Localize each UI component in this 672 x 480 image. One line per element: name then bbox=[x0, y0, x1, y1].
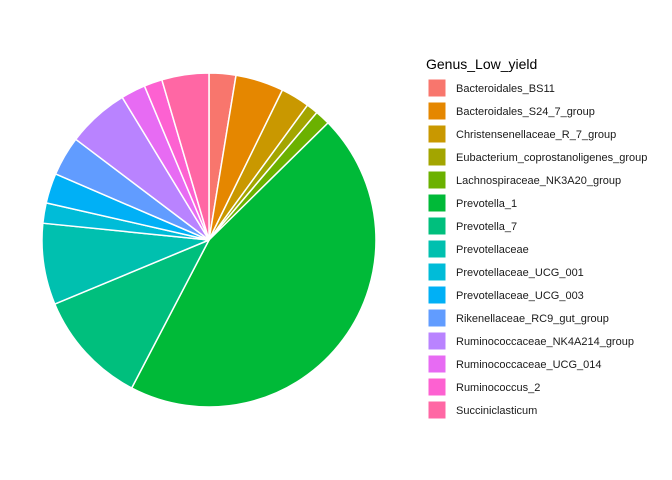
legend-swatch-ruminococcaceae-nk4a214-group bbox=[427, 331, 447, 351]
legend-label-bacteroidales-s24-7-group: Bacteroidales_S24_7_group bbox=[456, 106, 595, 118]
pie-slices bbox=[41, 72, 377, 408]
legend-swatch-prevotellaceae-ucg-001 bbox=[427, 262, 447, 282]
legend-swatch-prevotellaceae bbox=[427, 239, 447, 259]
legend-item-lachnospiraceae-nk3a20-group: Lachnospiraceae_NK3A20_group bbox=[427, 170, 621, 190]
legend-label-prevotella-7: Prevotella_7 bbox=[456, 221, 517, 233]
pie-slice-prevotella-7 bbox=[54, 239, 210, 389]
legend-swatch-ruminococcus-2 bbox=[427, 377, 447, 397]
legend-swatch-ruminococcaceae-ucg-014 bbox=[427, 354, 447, 374]
legend-item-ruminococcaceae-nk4a214-group: Ruminococcaceae_NK4A214_group bbox=[427, 331, 634, 351]
legend-swatch-bacteroidales-s24-7-group bbox=[427, 101, 447, 121]
legend-item-prevotella-7: Prevotella_7 bbox=[427, 216, 517, 236]
legend-label-christensenellaceae-r-7-group: Christensenellaceae_R_7_group bbox=[456, 129, 616, 141]
legend-swatch-succiniclasticum bbox=[427, 400, 447, 420]
legend-item-bacteroidales-bs11: Bacteroidales_BS11 bbox=[427, 78, 555, 98]
legend-label-prevotellaceae-ucg-003: Prevotellaceae_UCG_003 bbox=[456, 290, 584, 302]
legend-item-prevotellaceae-ucg-003: Prevotellaceae_UCG_003 bbox=[427, 285, 584, 305]
legend-item-ruminococcus-2: Ruminococcus_2 bbox=[427, 377, 540, 397]
legend-label-ruminococcaceae-nk4a214-group: Ruminococcaceae_NK4A214_group bbox=[456, 336, 634, 348]
legend: Genus_Low_yield Bacteroidales_BS11Bacter… bbox=[426, 56, 647, 420]
legend-swatch-prevotella-1 bbox=[427, 193, 447, 213]
legend-label-prevotella-1: Prevotella_1 bbox=[456, 198, 517, 210]
legend-swatch-prevotella-7 bbox=[427, 216, 447, 236]
legend-swatch-christensenellaceae-r-7-group bbox=[427, 124, 447, 144]
legend-items: Bacteroidales_BS11 Bacteroidales_S24_7_gr… bbox=[427, 78, 647, 420]
legend-label-ruminococcus-2: Ruminococcus_2 bbox=[456, 382, 540, 394]
legend-item-ruminococcaceae-ucg-014: Ruminococcaceae_UCG_014 bbox=[427, 354, 602, 374]
legend-item-prevotella-1: Prevotella_1 bbox=[427, 193, 517, 213]
legend-swatch-lachnospiraceae-nk3a20-group bbox=[427, 170, 447, 190]
legend-item-bacteroidales-s24-7-group: Bacteroidales_S24_7_group bbox=[427, 101, 595, 121]
legend-label-ruminococcaceae-ucg-014: Ruminococcaceae_UCG_014 bbox=[456, 359, 602, 371]
legend-label-prevotellaceae: Prevotellaceae bbox=[456, 244, 529, 256]
pie-slice-prevotella-1 bbox=[130, 122, 377, 408]
legend-swatch-rikenellaceae-rc9-gut-group bbox=[427, 308, 447, 328]
legend-title: Genus_Low_yield bbox=[426, 56, 537, 72]
legend-item-eubacterium-coprostanoligenes-group: Eubacterium_coprostanoligenes_group bbox=[427, 147, 647, 167]
legend-item-succiniclasticum: Succiniclasticum bbox=[427, 400, 537, 420]
legend-label-eubacterium-coprostanoligenes-group: Eubacterium_coprostanoligenes_group bbox=[456, 152, 647, 164]
legend-label-rikenellaceae-rc9-gut-group: Rikenellaceae_RC9_gut_group bbox=[456, 313, 609, 325]
legend-item-rikenellaceae-rc9-gut-group: Rikenellaceae_RC9_gut_group bbox=[427, 308, 609, 328]
legend-label-prevotellaceae-ucg-001: Prevotellaceae_UCG_001 bbox=[456, 267, 584, 279]
legend-item-prevotellaceae: Prevotellaceae bbox=[427, 239, 529, 259]
legend-item-prevotellaceae-ucg-001: Prevotellaceae_UCG_001 bbox=[427, 262, 584, 282]
legend-label-succiniclasticum: Succiniclasticum bbox=[456, 405, 537, 417]
legend-label-lachnospiraceae-nk3a20-group: Lachnospiraceae_NK3A20_group bbox=[456, 175, 621, 187]
legend-label-bacteroidales-bs11: Bacteroidales_BS11 bbox=[456, 83, 555, 95]
legend-swatch-bacteroidales-bs11 bbox=[427, 78, 447, 98]
pie-slice-succiniclasticum bbox=[161, 72, 210, 241]
legend-swatch-eubacterium-coprostanoligenes-group bbox=[427, 147, 447, 167]
legend-item-christensenellaceae-r-7-group: Christensenellaceae_R_7_group bbox=[427, 124, 616, 144]
legend-swatch-prevotellaceae-ucg-003 bbox=[427, 285, 447, 305]
